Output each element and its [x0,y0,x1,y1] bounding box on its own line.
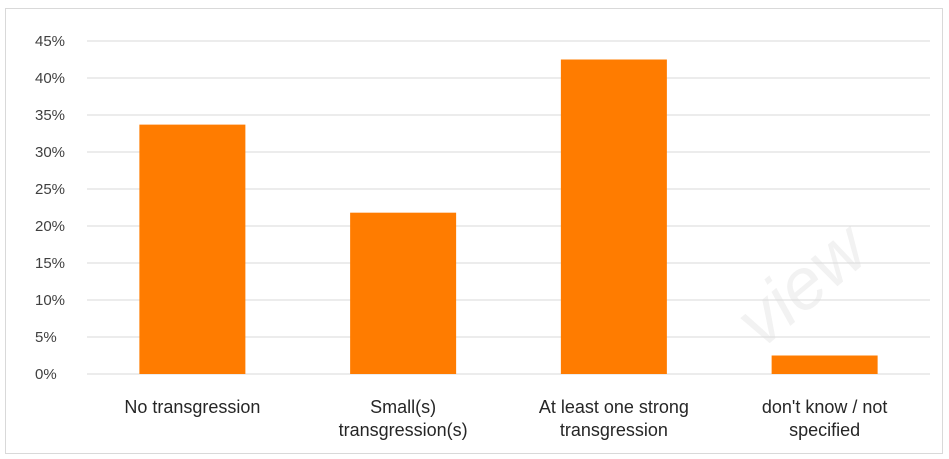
bar [350,212,457,374]
x-tick-label: At least one strong [539,397,689,417]
y-tick-label: 20% [35,218,65,235]
y-tick-label: 5% [35,329,57,346]
x-tick-label: specified [789,420,860,440]
x-tick-label: transgression(s) [339,420,468,440]
bar [139,124,246,375]
x-tick-label: Small(s) [370,397,436,417]
bar [771,355,878,374]
y-tick-label: 0% [35,366,57,383]
x-tick-label: No transgression [124,397,260,417]
y-tick-label: 30% [35,144,65,161]
bar [560,59,667,374]
x-tick-label: transgression [560,420,668,440]
y-tick-label: 10% [35,292,65,309]
y-tick-label: 40% [35,70,65,87]
x-tick-label: don't know / not [762,397,888,417]
y-tick-label: 15% [35,255,65,272]
y-tick-label: 35% [35,107,65,124]
y-tick-label: 45% [35,33,65,50]
y-tick-label: 25% [35,181,65,198]
